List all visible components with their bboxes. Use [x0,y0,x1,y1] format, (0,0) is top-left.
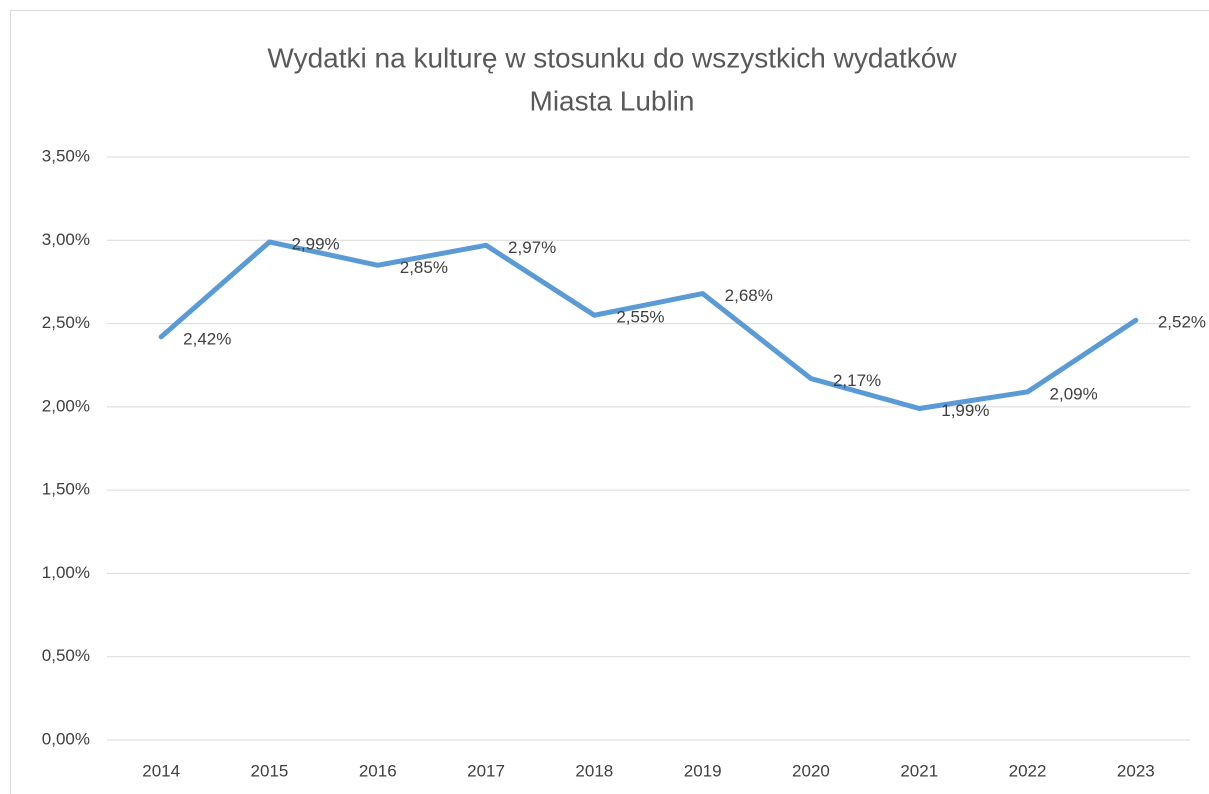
y-tick-label: 3,00% [42,230,90,249]
y-tick-label: 1,50% [42,480,90,499]
y-tick-label: 0,50% [42,646,90,665]
chart-frame [10,10,1209,794]
y-tick-label: 0,00% [42,729,90,748]
x-tick-label: 2017 [467,761,505,780]
data-label: 2,09% [1050,384,1098,403]
data-label: 2,85% [400,258,448,277]
chart-title: Miasta Lublin [530,85,695,116]
x-tick-label: 2023 [1117,761,1155,780]
y-tick-label: 2,00% [42,396,90,415]
x-tick-label: 2014 [142,761,180,780]
data-label: 2,42% [183,329,231,348]
data-label: 2,97% [508,238,556,257]
data-label: 1,99% [941,401,989,420]
data-label: 2,17% [833,371,881,390]
x-tick-label: 2015 [251,761,289,780]
x-tick-label: 2022 [1009,761,1047,780]
x-tick-label: 2019 [684,761,722,780]
y-tick-label: 1,00% [42,563,90,582]
data-label: 2,52% [1158,313,1206,332]
y-tick-label: 2,50% [42,313,90,332]
x-tick-label: 2018 [575,761,613,780]
x-tick-label: 2016 [359,761,397,780]
y-tick-label: 3,50% [42,146,90,165]
data-label: 2,68% [725,286,773,305]
data-label: 2,99% [291,234,339,253]
line [158,239,1139,412]
data-label: 2,55% [616,308,664,327]
chart-title: Wydatki na kulturę w stosunku do wszystk… [267,42,957,73]
x-tick-label: 2021 [900,761,938,780]
x-tick-label: 2020 [792,761,830,780]
